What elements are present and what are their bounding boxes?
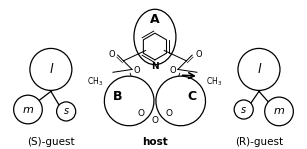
Ellipse shape	[156, 76, 205, 126]
Circle shape	[234, 100, 253, 119]
Text: O: O	[137, 109, 144, 118]
Text: O: O	[169, 66, 176, 75]
Ellipse shape	[104, 76, 154, 126]
Text: O: O	[134, 66, 141, 75]
Text: s: s	[64, 106, 69, 116]
Text: host: host	[142, 137, 168, 147]
Text: O: O	[195, 50, 202, 59]
Circle shape	[56, 102, 76, 121]
Text: l: l	[257, 63, 261, 76]
Text: N: N	[151, 62, 159, 71]
Text: O: O	[108, 50, 115, 59]
Circle shape	[238, 48, 280, 90]
Text: CH$_3$: CH$_3$	[207, 75, 223, 88]
Text: (S)-guest: (S)-guest	[27, 137, 75, 147]
Circle shape	[14, 95, 42, 124]
Text: m: m	[22, 104, 33, 115]
Text: O: O	[151, 117, 158, 125]
Text: O: O	[166, 109, 173, 118]
Text: CH$_3$: CH$_3$	[87, 75, 103, 88]
Text: C: C	[188, 90, 197, 103]
Text: l: l	[49, 63, 52, 76]
Text: B: B	[113, 90, 122, 103]
Ellipse shape	[134, 9, 176, 65]
Text: A: A	[150, 13, 160, 26]
Text: s: s	[241, 104, 246, 115]
Circle shape	[30, 48, 72, 90]
Text: (R)-guest: (R)-guest	[235, 137, 283, 147]
Text: m: m	[274, 106, 285, 116]
Circle shape	[265, 97, 293, 126]
